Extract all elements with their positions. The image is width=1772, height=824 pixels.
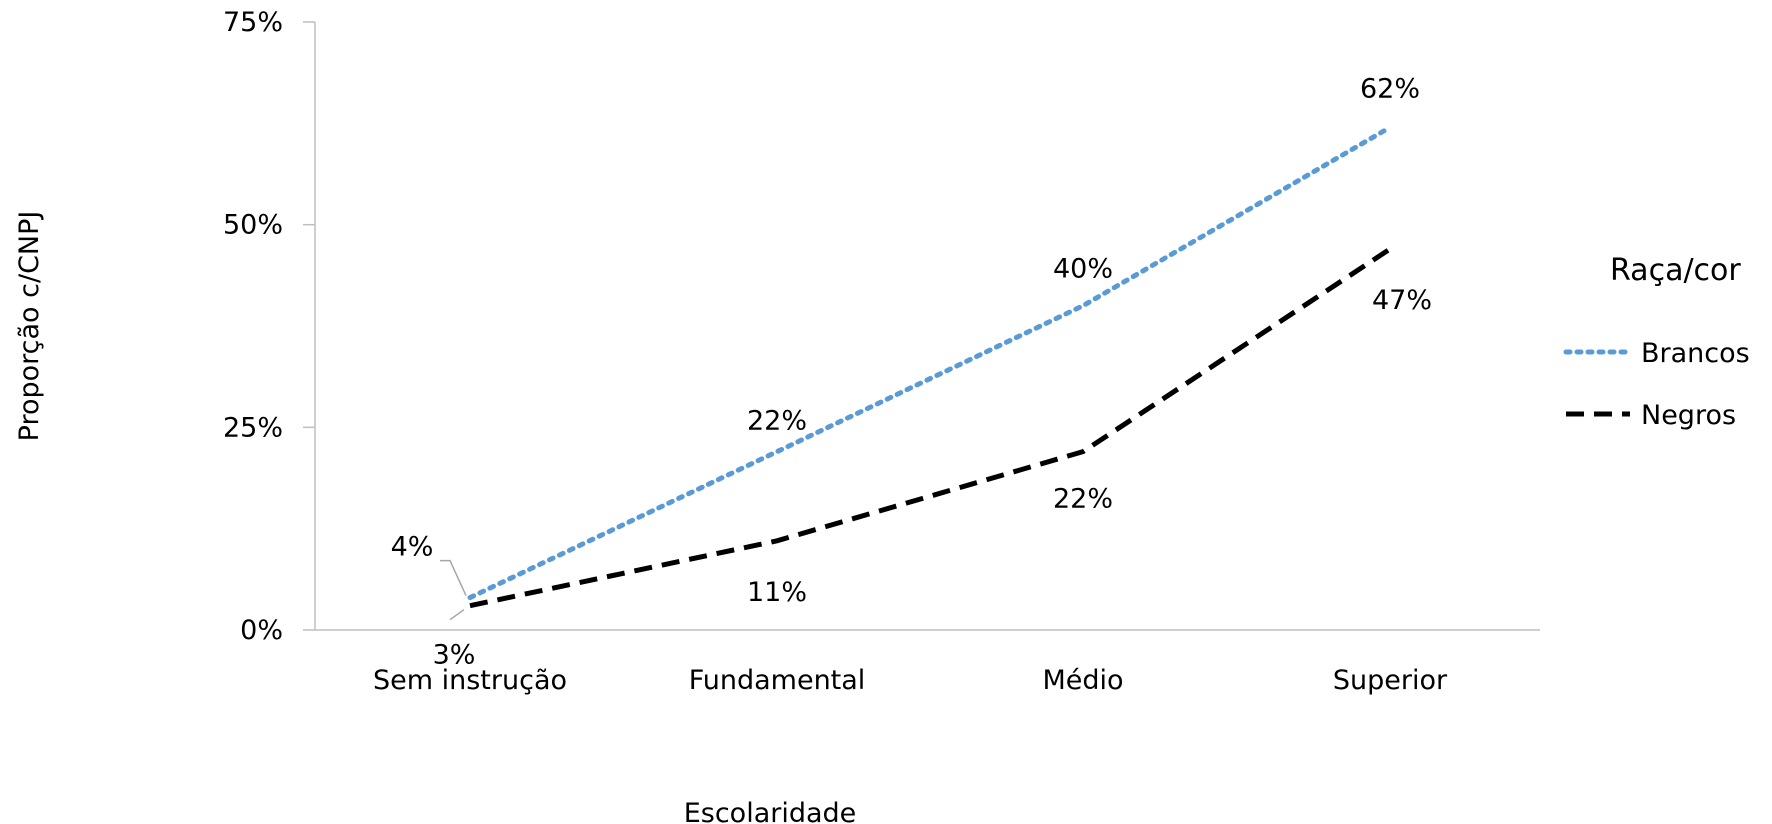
data-labels: 4% 22% 40% 62% 3% 11% 22% 47% [391,73,1432,670]
y-axis-title: Proporção c/CNPJ [14,211,45,442]
leader-line-negros [449,609,465,621]
x-tick-label: Superior [1333,665,1448,696]
leader-line-brancos [440,559,467,596]
y-tick-label: 0% [240,615,283,646]
data-label-negros: 3% [433,640,476,671]
series-line-brancos [467,124,1393,601]
y-axis-ticks: 0% 25% 50% 75% [223,7,315,646]
y-tick-label: 25% [223,412,283,443]
series-lines [467,124,1393,609]
data-label-brancos: 62% [1360,73,1420,104]
legend-label-brancos: Brancos [1641,338,1750,369]
x-tick-label: Fundamental [689,665,866,696]
data-label-brancos: 40% [1053,254,1113,285]
x-tick-label: Sem instrução [373,665,567,696]
x-axis-title: Escolaridade [684,798,857,824]
data-label-negros: 11% [747,577,807,608]
y-tick-label: 50% [223,210,283,241]
x-axis-ticks: Sem instrução Fundamental Médio Superior [373,665,1448,696]
legend-items: Brancos Negros [1563,338,1750,431]
legend-title: Raça/cor [1610,253,1741,288]
data-label-brancos: 22% [747,406,807,437]
x-tick-label: Médio [1042,665,1123,696]
data-label-negros: 22% [1053,484,1113,515]
legend: Raça/cor Brancos Negros [1563,253,1750,431]
data-label-brancos: 4% [391,532,434,563]
label-leader-lines [440,559,467,621]
data-label-negros: 47% [1372,285,1432,316]
series-line-negros [469,246,1392,609]
y-tick-label: 75% [223,7,283,38]
legend-label-negros: Negros [1641,400,1736,431]
axes [314,22,1540,631]
